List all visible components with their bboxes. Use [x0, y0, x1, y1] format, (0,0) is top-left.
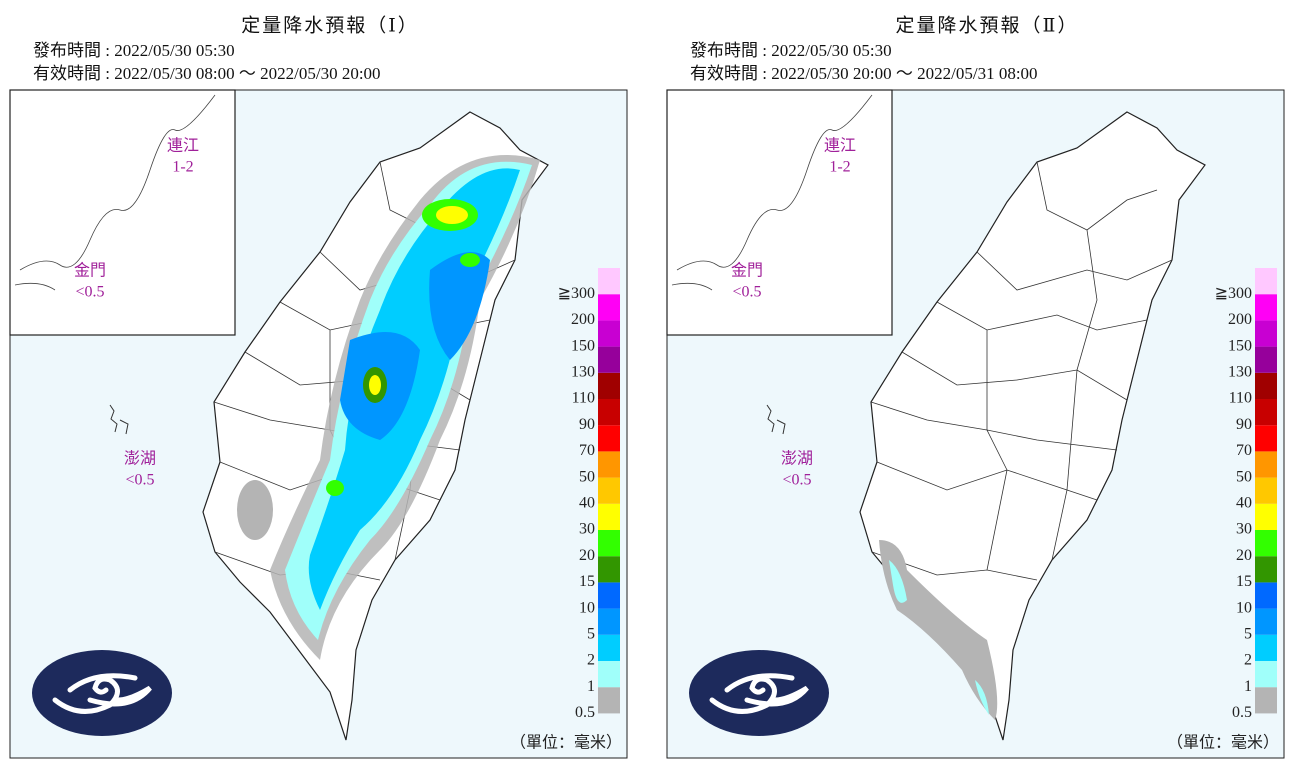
island-name: 金門: [731, 262, 763, 280]
legend-label: 40: [579, 494, 595, 511]
legend-swatch: [1255, 687, 1277, 714]
legend-label: 15: [1236, 573, 1252, 590]
legend-swatch: [598, 425, 620, 452]
legend-label: 150: [1228, 337, 1252, 354]
legend-swatch: [1255, 661, 1277, 688]
legend-label: ≧300: [1215, 285, 1252, 302]
legend-swatch: [598, 346, 620, 373]
legend-label: 40: [1236, 494, 1252, 511]
legend-label: 0.5: [1232, 704, 1252, 721]
island-amount: <0.5: [732, 284, 761, 301]
island-amount: <0.5: [125, 472, 154, 489]
legend-label: 30: [1236, 521, 1252, 538]
legend-label: 10: [1236, 599, 1252, 616]
legend-swatch: [598, 661, 620, 688]
legend-swatch: [1255, 294, 1277, 321]
legend-label: 50: [579, 468, 595, 485]
rain-area: [879, 540, 998, 720]
panel: 定量降水預報（Ⅰ） 發布時間 : 2022/05/30 05:30 有效時間 : 2…: [10, 14, 627, 758]
legend-label: 50: [1236, 468, 1252, 485]
legend-label: 20: [1236, 547, 1252, 564]
legend-label: 20: [579, 547, 595, 564]
legend-label: 110: [572, 390, 595, 407]
legend-label: 70: [1236, 442, 1252, 459]
legend-label: ≧300: [558, 285, 595, 302]
legend-swatch: [598, 268, 620, 295]
legend-swatch: [1255, 399, 1277, 426]
legend-swatch: [1255, 556, 1277, 583]
rain-area: [237, 155, 540, 660]
island-name: 澎湖: [781, 450, 813, 468]
legend-swatch: [598, 530, 620, 557]
island-name: 金門: [74, 262, 106, 280]
panel: 定量降水預報（Ⅱ）發布時間 : 2022/05/30 05:30 有效時間 : 2…: [667, 14, 1284, 758]
legend-swatch: [598, 503, 620, 530]
legend-swatch: [1255, 608, 1277, 635]
legend-label: 130: [1228, 363, 1252, 380]
island-name: 澎湖: [124, 450, 156, 468]
legend-label: 110: [1229, 390, 1252, 407]
valid-time: 有效時間 : 2022/05/30 08:00 ～ 2022/05/30 20:…: [33, 64, 381, 83]
legend-swatch: [1255, 451, 1277, 478]
legend-label: 10: [579, 599, 595, 616]
legend-swatch: [1255, 320, 1277, 347]
issued-time: 發布時間 : 2022/05/30 05:30: [33, 41, 235, 60]
legend-label: 1: [587, 678, 595, 695]
legend-label: 90: [579, 416, 595, 433]
legend-label: 5: [587, 625, 595, 642]
legend-swatch: [1255, 346, 1277, 373]
legend-swatch: [1255, 634, 1277, 661]
legend-swatch: [1255, 425, 1277, 452]
legend-swatch: [598, 477, 620, 504]
legend-swatch: [598, 372, 620, 399]
island-amount: <0.5: [782, 472, 811, 489]
legend-swatch: [1255, 503, 1277, 530]
legend-label: 90: [1236, 416, 1252, 433]
legend-swatch: [1255, 268, 1277, 295]
legend-label: 2: [587, 652, 595, 669]
legend-swatch: [598, 399, 620, 426]
legend-label: 130: [571, 363, 595, 380]
legend-swatch: [598, 608, 620, 635]
unit: （單位：毫米）: [1167, 733, 1279, 752]
legend-swatch: [598, 451, 620, 478]
island-amount: 1-2: [829, 159, 850, 176]
legend-swatch: [598, 294, 620, 321]
legend-swatch: [1255, 372, 1277, 399]
title: 定量降水預報（Ⅰ）: [241, 14, 419, 36]
island-amount: <0.5: [75, 284, 104, 301]
title: 定量降水預報（Ⅱ）: [896, 14, 1079, 36]
unit: （單位：毫米）: [510, 733, 622, 752]
legend-swatch: [1255, 530, 1277, 557]
legend-swatch: [598, 634, 620, 661]
legend-label: 1: [1244, 678, 1252, 695]
legend-label: 200: [571, 311, 595, 328]
legend-swatch: [1255, 582, 1277, 609]
legend-label: 30: [579, 521, 595, 538]
island-amount: 1-2: [172, 159, 193, 176]
legend-label: 5: [1244, 625, 1252, 642]
legend-swatch: [598, 582, 620, 609]
island-name: 連江: [167, 137, 199, 155]
legend-label: 15: [579, 573, 595, 590]
legend-swatch: [598, 556, 620, 583]
legend-label: 200: [1228, 311, 1252, 328]
legend-label: 2: [1244, 652, 1252, 669]
legend-label: 150: [571, 337, 595, 354]
issued-time: 發布時間 : 2022/05/30 05:30: [690, 41, 892, 60]
legend-label: 0.5: [575, 704, 595, 721]
legend-label: 70: [579, 442, 595, 459]
island-name: 連江: [824, 137, 856, 155]
valid-time: 有效時間 : 2022/05/30 20:00 ～ 2022/05/31 08:…: [690, 64, 1038, 83]
legend-swatch: [598, 320, 620, 347]
legend-swatch: [598, 687, 620, 714]
legend-swatch: [1255, 477, 1277, 504]
